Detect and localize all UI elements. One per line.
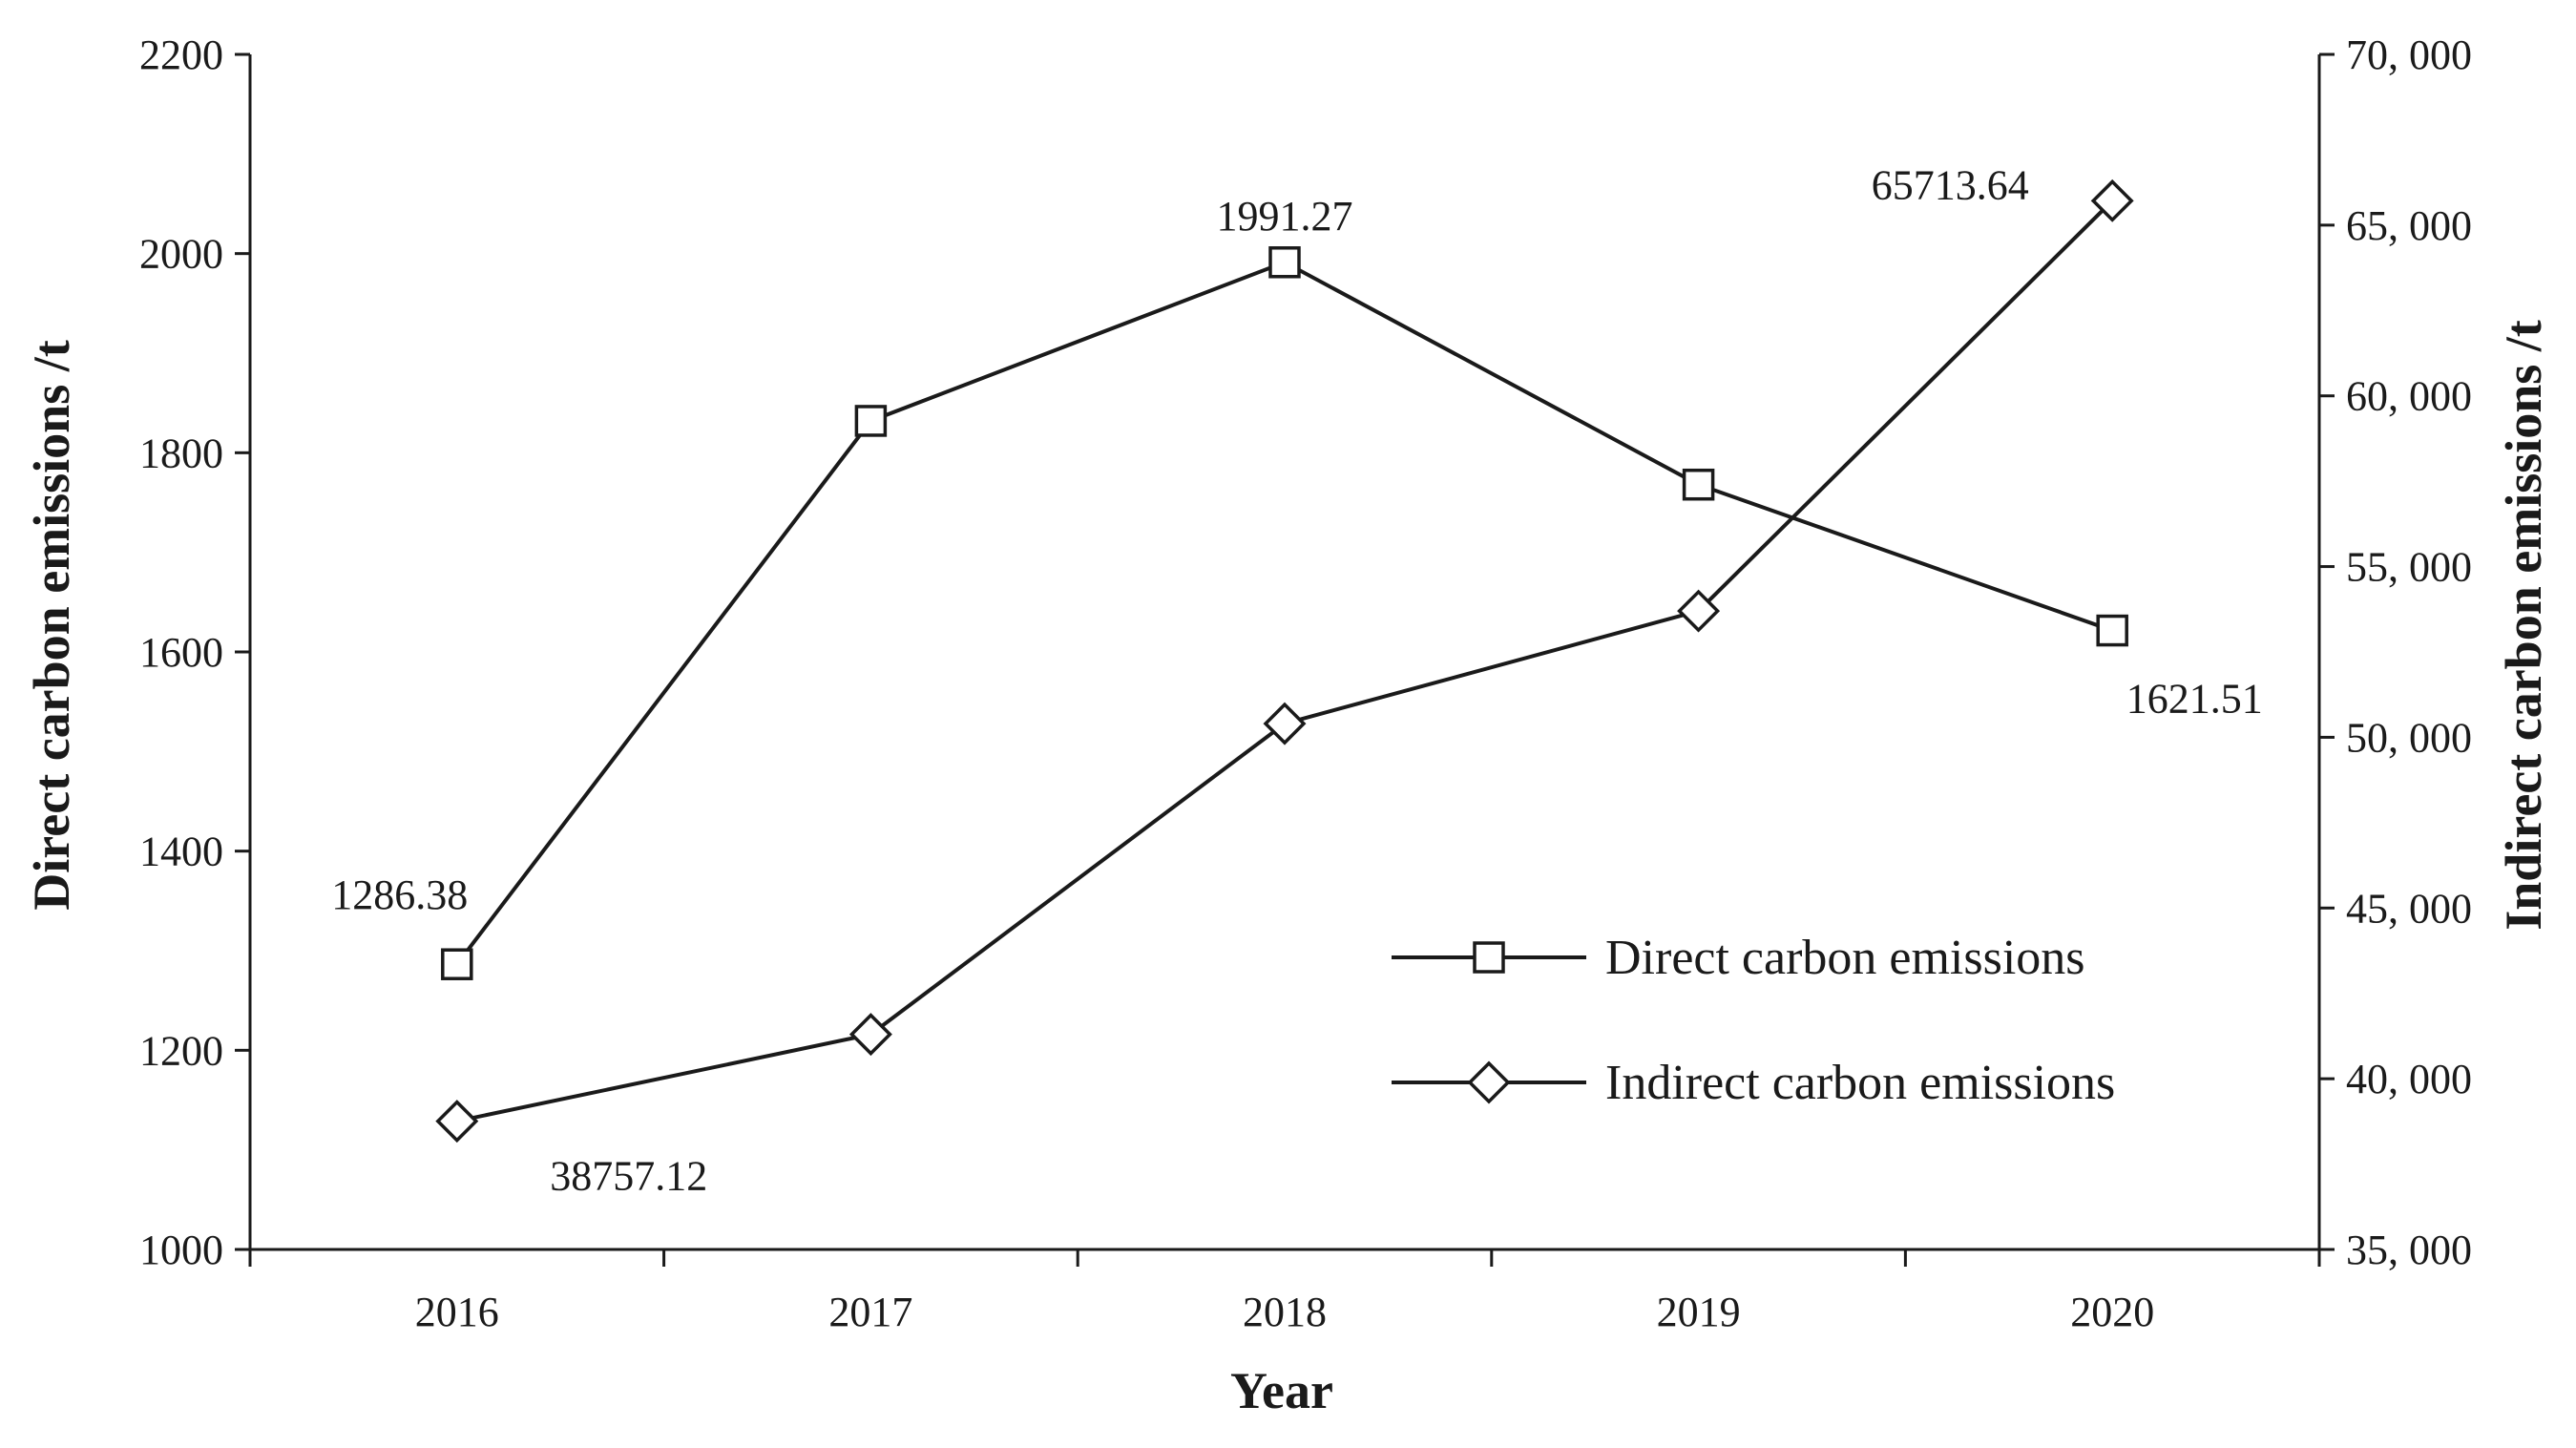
x-tick-label: 2018 — [1243, 1289, 1327, 1335]
right-tick-label: 45, 000 — [2346, 885, 2472, 932]
right-tick-label: 35, 000 — [2346, 1227, 2472, 1273]
series-line — [455, 260, 2113, 966]
left-tick-label: 2000 — [139, 231, 223, 278]
data-label: 1286.38 — [331, 871, 468, 918]
left-axis: 1000 1200 1400 1600 1800 2000 2200 — [139, 31, 250, 1273]
x-axis: 2016 2017 2018 2019 2020 — [248, 1249, 2321, 1335]
x-tick-label: 2019 — [1657, 1289, 1741, 1335]
series-lines — [435, 178, 2134, 1144]
left-tick-label: 1200 — [139, 1027, 223, 1074]
legend-marker-square — [1473, 941, 1505, 974]
left-tick-label: 1600 — [139, 629, 223, 676]
legend: Direct carbon emissions Indirect carbon e… — [1392, 931, 2115, 1110]
x-tick-label: 2020 — [2070, 1289, 2154, 1335]
data-label: 1991.27 — [1217, 193, 1353, 240]
series-square — [441, 246, 2128, 980]
data-point-diamond — [1263, 702, 1307, 745]
data-point-diamond — [1677, 589, 1721, 633]
left-axis-title: Direct carbon emissions /t — [23, 340, 80, 910]
data-point-square — [1268, 246, 1301, 279]
data-labels: 1286.38 1991.27 1621.51 38757.12 65713.64 — [331, 161, 2262, 1199]
x-tick-label: 2016 — [415, 1289, 499, 1335]
data-point-diamond — [848, 1013, 892, 1057]
left-tick-label: 2200 — [139, 31, 223, 78]
data-point-square — [1682, 468, 1715, 501]
right-tick-label: 50, 000 — [2346, 714, 2472, 761]
right-tick-label: 40, 000 — [2346, 1056, 2472, 1102]
x-axis-title: Year — [1230, 1362, 1333, 1419]
data-point-square — [854, 405, 888, 437]
data-point-square — [441, 948, 473, 980]
legend-marker-diamond — [1467, 1060, 1511, 1104]
data-point-square — [2096, 614, 2128, 647]
right-tick-label: 60, 000 — [2346, 373, 2472, 420]
right-tick-label: 55, 000 — [2346, 544, 2472, 591]
right-axis: 35, 000 40, 000 45, 000 50, 000 55, 000 60, 0… — [2319, 31, 2472, 1273]
legend-label: Direct carbon emissions — [1605, 931, 2085, 985]
right-tick-label: 70, 000 — [2346, 31, 2472, 78]
series-diamond — [435, 178, 2134, 1144]
legend-label: Indirect carbon emissions — [1605, 1056, 2115, 1110]
data-label: 38757.12 — [550, 1153, 707, 1200]
left-tick-label: 1800 — [139, 430, 223, 476]
x-tick-label: 2017 — [828, 1289, 912, 1335]
right-tick-label: 65, 000 — [2346, 202, 2472, 249]
data-point-diamond — [435, 1100, 479, 1144]
left-tick-label: 1000 — [139, 1227, 223, 1273]
data-point-diamond — [2090, 178, 2134, 222]
data-label: 1621.51 — [2126, 676, 2263, 723]
left-tick-label: 1400 — [139, 829, 223, 875]
right-axis-title: Indirect carbon emissions /t — [2495, 320, 2552, 931]
data-label: 65713.64 — [1872, 161, 2029, 208]
